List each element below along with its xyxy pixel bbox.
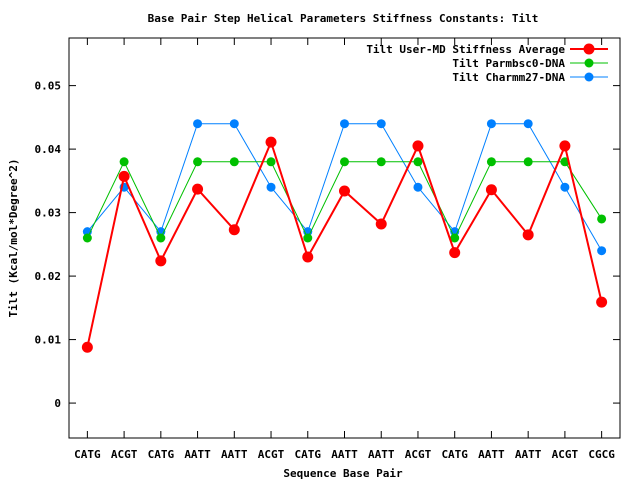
legend-marker-parmbsc0 [584, 58, 594, 68]
series-layer [81, 119, 608, 353]
legend-marker-user-md [583, 43, 595, 55]
legend-label-parmbsc0: Tilt Parmbsc0-DNA [452, 57, 565, 70]
legend-marker-charmm27 [584, 72, 594, 82]
data-point-user-md [559, 140, 571, 152]
x-axis-label: Sequence Base Pair [283, 467, 403, 480]
x-tick-label: ACGT [552, 448, 579, 461]
data-point-charmm27 [413, 182, 423, 192]
x-tick-label: ACGT [111, 448, 138, 461]
chart-title: Base Pair Step Helical Parameters Stiffn… [148, 12, 539, 25]
data-point-parmbsc0 [523, 157, 533, 167]
legend-label-user-md: Tilt User-MD Stiffness Average [366, 43, 565, 56]
data-point-user-md [192, 183, 204, 195]
x-tick-label: AATT [221, 448, 248, 461]
x-tick-label: AATT [184, 448, 211, 461]
y-tick-label: 0.03 [35, 207, 62, 220]
data-point-parmbsc0 [119, 157, 129, 167]
y-tick-label: 0.02 [35, 270, 62, 283]
data-point-parmbsc0 [486, 157, 496, 167]
y-tick-label: 0.04 [35, 143, 62, 156]
data-point-charmm27 [486, 119, 496, 129]
x-tick-label: CATG [295, 448, 322, 461]
data-point-user-md [339, 185, 350, 197]
data-point-charmm27 [340, 119, 349, 129]
data-point-parmbsc0 [82, 233, 92, 243]
data-point-parmbsc0 [597, 214, 607, 224]
y-tick-label: 0 [54, 397, 61, 410]
x-tick-label: ACGT [405, 448, 432, 461]
legend-label-charmm27: Tilt Charmm27-DNA [452, 71, 565, 84]
data-point-charmm27 [376, 119, 386, 129]
x-tick-label: AATT [515, 448, 542, 461]
data-point-parmbsc0 [303, 233, 313, 243]
data-point-user-md [228, 224, 240, 236]
series-line-user-md [86, 139, 603, 348]
x-tick-label: CATG [441, 448, 468, 461]
y-axis-label: Tilt (Kcal/mol*Degree^2) [7, 159, 20, 318]
data-point-parmbsc0 [229, 157, 239, 167]
data-point-parmbsc0 [266, 157, 276, 167]
y-tick-label: 0.05 [35, 80, 62, 93]
data-point-user-md [449, 247, 461, 259]
x-tick-label: AATT [478, 448, 505, 461]
data-point-user-md [522, 229, 534, 241]
data-point-user-md [596, 296, 608, 308]
data-point-charmm27 [193, 119, 203, 129]
y-axis: 0 0.01 0.02 0.03 0.04 0.05 [35, 80, 620, 410]
data-point-user-md [412, 140, 424, 152]
y-tick-label: 0.01 [35, 334, 62, 347]
data-point-user-md [375, 218, 387, 230]
x-tick-label: CATG [74, 448, 101, 461]
data-point-user-md [155, 255, 167, 267]
data-point-user-md [81, 341, 93, 353]
data-point-parmbsc0 [193, 157, 203, 167]
data-point-parmbsc0 [450, 233, 460, 243]
data-point-user-md [485, 184, 497, 196]
data-point-parmbsc0 [340, 157, 349, 167]
data-point-user-md [265, 136, 277, 148]
x-tick-label: AATT [331, 448, 358, 461]
data-point-parmbsc0 [156, 233, 166, 243]
x-tick-label: ACGT [258, 448, 285, 461]
data-point-charmm27 [229, 119, 239, 129]
x-tick-label: CATG [148, 448, 175, 461]
data-point-user-md [118, 170, 130, 182]
x-tick-label: CGCG [588, 448, 615, 461]
data-point-charmm27 [523, 119, 533, 129]
data-point-charmm27 [597, 246, 607, 256]
data-point-parmbsc0 [376, 157, 386, 167]
data-point-charmm27 [560, 182, 570, 192]
x-axis: CATG ACGT CATG AATT AATT ACGT CATG AATT AATT ACGT… [74, 38, 615, 461]
data-point-parmbsc0 [413, 157, 423, 167]
data-point-charmm27 [266, 182, 276, 192]
x-tick-label: AATT [368, 448, 395, 461]
series-line-parmbsc0 [86, 160, 603, 240]
data-point-user-md [302, 251, 314, 263]
